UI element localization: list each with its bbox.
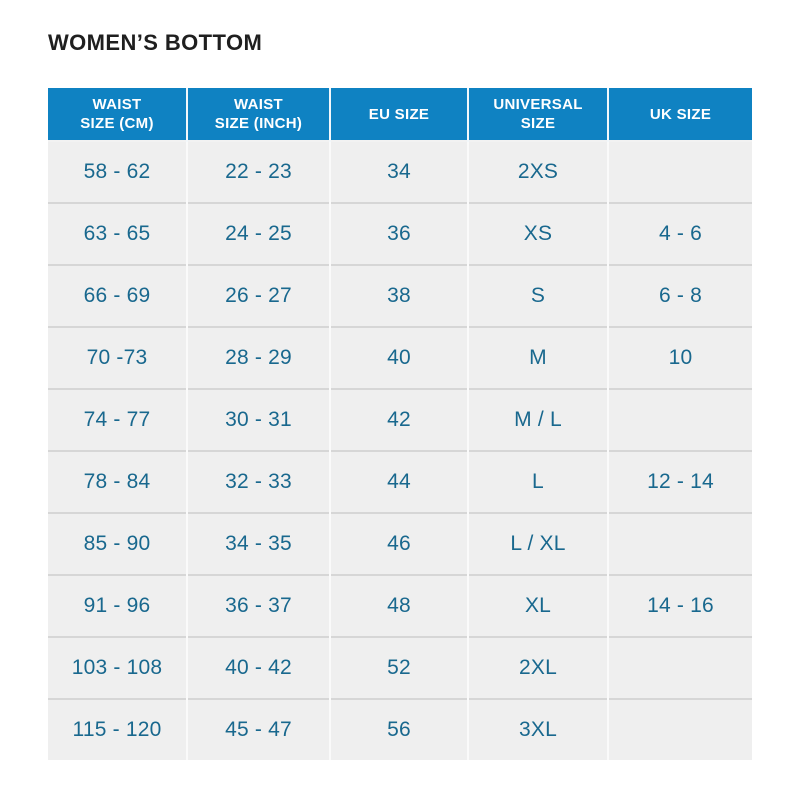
- column-header: EU SIZE: [329, 88, 468, 141]
- size-table: WAIST SIZE (CM) WAIST SIZE (INCH) EU SIZE UNI…: [48, 88, 752, 760]
- table-cell: 56: [329, 698, 468, 760]
- column-header: UK SIZE: [607, 88, 752, 141]
- table-cell: 36 - 37: [186, 574, 330, 637]
- table-cell: L: [467, 450, 608, 513]
- table-cell: 66 - 69: [48, 264, 187, 327]
- table-row: 91 - 96 36 - 37 48 XL 14 - 16: [48, 574, 752, 637]
- table-cell: S: [467, 264, 608, 327]
- table-cell: 30 - 31: [186, 388, 330, 451]
- table-row: 63 - 65 24 - 25 36 XS 4 - 6: [48, 202, 752, 265]
- table-cell: M: [467, 326, 608, 389]
- table-cell: 85 - 90: [48, 512, 187, 575]
- table-cell: 2XS: [467, 140, 608, 203]
- table-cell: M / L: [467, 388, 608, 451]
- table-cell: [607, 388, 752, 451]
- table-cell: 4 - 6: [607, 202, 752, 265]
- table-cell: 3XL: [467, 698, 608, 760]
- table-cell: 2XL: [467, 636, 608, 699]
- table-cell: 42: [329, 388, 468, 451]
- table-cell: 6 - 8: [607, 264, 752, 327]
- table-cell: 22 - 23: [186, 140, 330, 203]
- table-cell: 63 - 65: [48, 202, 187, 265]
- table-cell: XL: [467, 574, 608, 637]
- table-cell: 36: [329, 202, 468, 265]
- page-title: WOMEN’S BOTTOM: [48, 30, 263, 55]
- table-cell: 40 - 42: [186, 636, 330, 699]
- table-cell: XS: [467, 202, 608, 265]
- table-cell: 34 - 35: [186, 512, 330, 575]
- table-cell: [607, 636, 752, 699]
- size-table-body: 58 - 62 22 - 23 34 2XS 63 - 65 24 - 25 36 XS 4 -…: [48, 140, 752, 760]
- table-cell: 38: [329, 264, 468, 327]
- size-table-head: WAIST SIZE (CM) WAIST SIZE (INCH) EU SIZE UNI…: [48, 88, 752, 141]
- table-cell: [607, 698, 752, 760]
- table-row: 115 - 120 45 - 47 56 3XL: [48, 698, 752, 760]
- table-row: 70 -73 28 - 29 40 M 10: [48, 326, 752, 389]
- table-cell: L / XL: [467, 512, 608, 575]
- table-cell: [607, 512, 752, 575]
- table-cell: 52: [329, 636, 468, 699]
- table-cell: 32 - 33: [186, 450, 330, 513]
- table-cell: 70 -73: [48, 326, 187, 389]
- column-header: UNIVERSAL SIZE: [467, 88, 608, 141]
- table-row: 103 - 108 40 - 42 52 2XL: [48, 636, 752, 699]
- table-cell: 78 - 84: [48, 450, 187, 513]
- table-cell: 40: [329, 326, 468, 389]
- table-cell: 46: [329, 512, 468, 575]
- table-cell: 58 - 62: [48, 140, 187, 203]
- table-row: 85 - 90 34 - 35 46 L / XL: [48, 512, 752, 575]
- table-cell: 103 - 108: [48, 636, 187, 699]
- table-row: 78 - 84 32 - 33 44 L 12 - 14: [48, 450, 752, 513]
- column-header: WAIST SIZE (CM): [48, 88, 187, 141]
- table-cell: 45 - 47: [186, 698, 330, 760]
- table-cell: [607, 140, 752, 203]
- table-cell: 14 - 16: [607, 574, 752, 637]
- table-cell: 28 - 29: [186, 326, 330, 389]
- table-cell: 115 - 120: [48, 698, 187, 760]
- table-cell: 91 - 96: [48, 574, 187, 637]
- table-row: 66 - 69 26 - 27 38 S 6 - 8: [48, 264, 752, 327]
- column-header: WAIST SIZE (INCH): [186, 88, 330, 141]
- table-cell: 48: [329, 574, 468, 637]
- table-row: 74 - 77 30 - 31 42 M / L: [48, 388, 752, 451]
- header-row: WAIST SIZE (CM) WAIST SIZE (INCH) EU SIZE UNI…: [48, 88, 752, 141]
- table-cell: 24 - 25: [186, 202, 330, 265]
- table-cell: 34: [329, 140, 468, 203]
- table-cell: 12 - 14: [607, 450, 752, 513]
- table-cell: 74 - 77: [48, 388, 187, 451]
- table-row: 58 - 62 22 - 23 34 2XS: [48, 140, 752, 203]
- table-cell: 44: [329, 450, 468, 513]
- table-cell: 10: [607, 326, 752, 389]
- table-cell: 26 - 27: [186, 264, 330, 327]
